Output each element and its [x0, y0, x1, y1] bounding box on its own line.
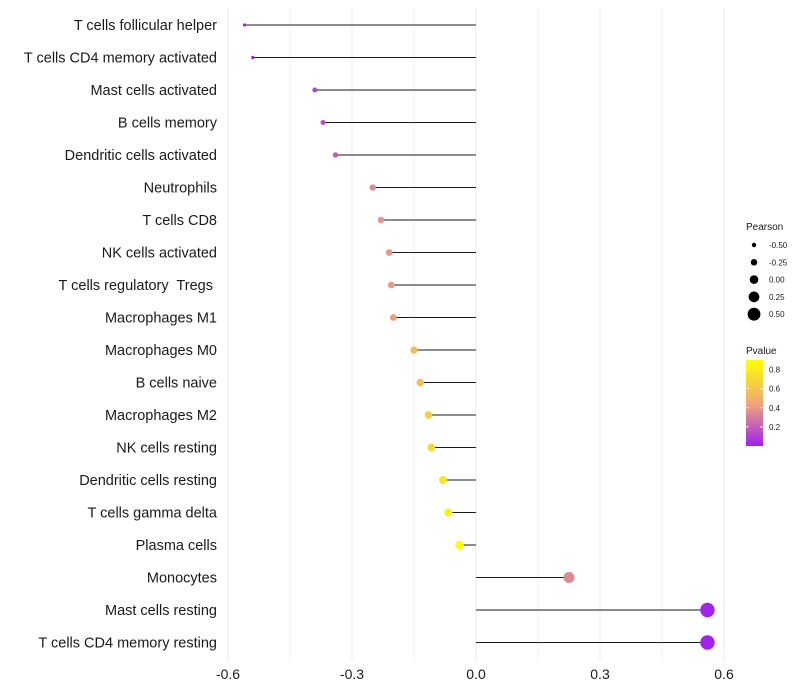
category-label: Macrophages M0 — [105, 343, 217, 359]
category-label: T cells gamma delta — [88, 506, 218, 522]
category-label: Dendritic cells activated — [65, 148, 217, 164]
pearson-legend-label: 0.50 — [769, 310, 785, 319]
pvalue-legend-title: Pvalue — [746, 346, 777, 357]
pearson-legend-label: 0.00 — [769, 276, 785, 285]
pearson-legend-label: -0.25 — [769, 258, 788, 267]
lollipop-dot — [410, 346, 418, 354]
lollipop-stems — [244, 24, 708, 643]
category-label: Neutrophils — [144, 181, 217, 197]
pvalue-legend-label: 0.8 — [769, 366, 781, 375]
pearson-legend-key — [751, 242, 757, 248]
x-tick-label: -0.3 — [340, 666, 364, 682]
category-label: NK cells resting — [116, 441, 217, 457]
pvalue-colorbar — [746, 360, 763, 446]
lollipop-dot — [424, 411, 433, 419]
lollipop-dot — [444, 508, 453, 517]
lollipop-dot — [320, 119, 326, 126]
lollipop-dot — [251, 55, 255, 60]
pvalue-legend-label: 0.6 — [769, 385, 781, 394]
pearson-legend-title: Pearson — [746, 222, 783, 233]
pearson-legend-key — [750, 259, 758, 266]
lollipop-dot — [389, 314, 397, 321]
pvalue-color-legend: Pvalue 0.8 0.6 0.4 0.2 — [746, 346, 781, 446]
category-labels: T cells follicular helper T cells CD4 mem… — [24, 18, 218, 652]
x-tick-label: 0.3 — [590, 666, 610, 682]
category-label: T cells regulatory Tregs — [59, 278, 218, 294]
lollipop-dot — [377, 216, 385, 224]
category-label: T cells follicular helper — [74, 18, 217, 34]
category-label: NK cells activated — [102, 246, 217, 262]
category-label: T cells CD4 memory activated — [24, 51, 217, 67]
lollipop-dot — [427, 443, 436, 452]
pearson-legend-key — [747, 307, 761, 321]
x-tick-label: 0.0 — [466, 666, 486, 682]
pearson-legend-label: -0.50 — [769, 241, 788, 250]
x-axis-tick-labels: -0.6 -0.3 0.0 0.3 0.6 — [216, 666, 734, 682]
lollipop-dot — [455, 540, 464, 550]
category-label: Plasma cells — [136, 538, 217, 554]
x-tick-label: -0.6 — [216, 666, 240, 682]
pearson-legend-key — [748, 291, 760, 303]
gridlines — [227, 8, 725, 662]
lollipop-dot — [563, 571, 575, 584]
pvalue-legend-label: 0.4 — [769, 404, 781, 413]
lollipop-dot — [332, 152, 339, 158]
category-label: T cells CD4 memory resting — [38, 636, 217, 652]
lollipop-dot — [700, 602, 715, 618]
category-label: B cells naive — [136, 376, 217, 392]
lollipop-dot — [369, 184, 376, 191]
x-tick-label: 0.6 — [714, 666, 734, 682]
category-label: Macrophages M1 — [105, 311, 217, 327]
lollipop-dots — [242, 23, 715, 650]
pearson-legend-key — [749, 275, 759, 284]
category-label: Dendritic cells resting — [79, 473, 217, 489]
category-label: T cells CD8 — [142, 213, 217, 229]
category-label: Monocytes — [147, 571, 217, 587]
lollipop-dot — [385, 249, 393, 256]
lollipop-dot — [416, 378, 424, 387]
lollipop-dot — [700, 635, 715, 650]
category-label: B cells memory — [118, 116, 218, 132]
lollipop-dot — [438, 476, 447, 484]
category-label: Mast cells resting — [105, 603, 217, 619]
pearson-legend-label: 0.25 — [769, 293, 785, 302]
lollipop-dot — [312, 87, 318, 93]
category-label: Macrophages M2 — [105, 408, 217, 424]
lollipop-dot — [242, 23, 247, 27]
category-label: Mast cells activated — [90, 83, 217, 99]
pearson-size-legend: Pearson -0.50 -0.25 0.00 0.25 0.50 — [746, 222, 788, 321]
lollipop-dot — [387, 281, 395, 289]
pvalue-legend-label: 0.2 — [769, 423, 781, 432]
